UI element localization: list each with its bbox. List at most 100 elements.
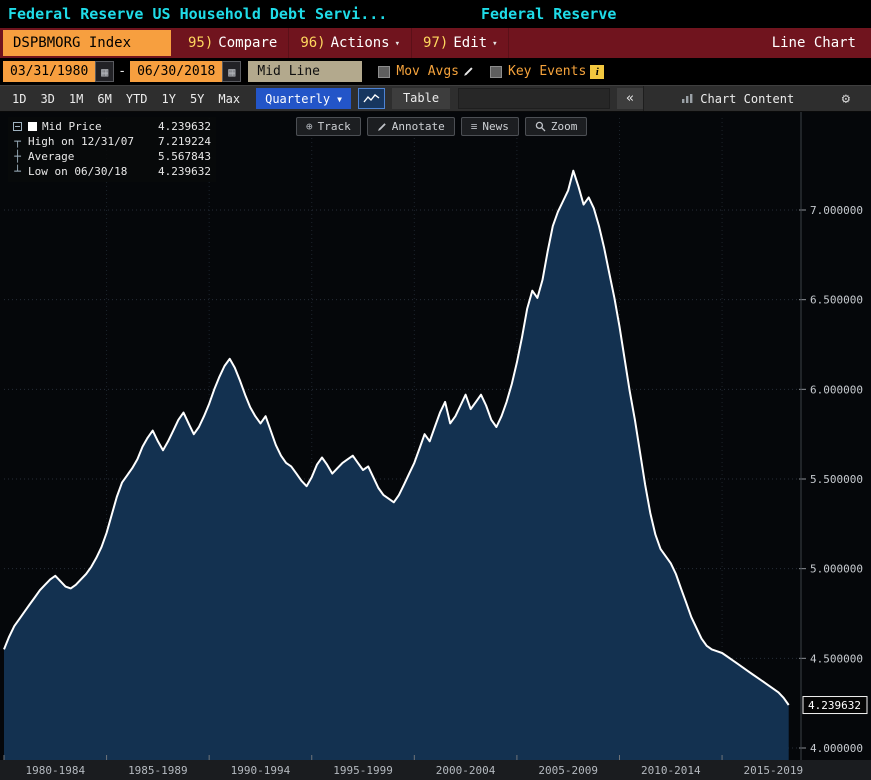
x-axis-label: 1985-1989 xyxy=(128,764,188,777)
legend-row-high[interactable]: ┬ High on 12/31/07 7.219224 xyxy=(12,134,211,149)
low-marker-icon: ┴ xyxy=(14,165,21,178)
menu-edit-label: Edit xyxy=(453,35,488,51)
legend-value: 4.239632 xyxy=(158,165,211,178)
legend-row-mid-price[interactable]: Mid Price 4.239632 xyxy=(12,119,211,134)
x-axis-label: 2000-2004 xyxy=(436,764,496,777)
high-marker-icon: ┬ xyxy=(14,135,21,148)
table-button[interactable]: Table xyxy=(391,88,451,109)
x-axis-label: 1990-1994 xyxy=(231,764,291,777)
security-ticker-field[interactable]: DSPBMORG Index xyxy=(3,30,171,56)
magnifier-icon xyxy=(535,121,546,132)
y-axis-label: 5.000000 xyxy=(810,563,863,576)
price-line xyxy=(3,169,790,706)
menu-actions-number: 96) xyxy=(300,35,326,51)
news-lines-icon: ≡ xyxy=(470,120,478,133)
menu-compare[interactable]: 95) Compare xyxy=(177,28,290,58)
news-label: News xyxy=(482,120,509,133)
date-from-field[interactable]: 03/31/1980 xyxy=(3,61,96,82)
line-chart-icon xyxy=(363,94,380,103)
titlebar: Federal Reserve US Household Debt Servi.… xyxy=(0,0,871,28)
chart-legend: Mid Price 4.239632 ┬ High on 12/31/07 7.… xyxy=(8,117,216,182)
zoom-button[interactable]: Zoom xyxy=(524,117,588,136)
last-value-label: 4.239632 xyxy=(808,699,861,712)
average-marker-icon: ┼ xyxy=(14,150,21,163)
x-axis-label: 1995-1999 xyxy=(333,764,393,777)
menu-compare-number: 95) xyxy=(188,35,214,51)
chevron-down-icon: ▾ xyxy=(492,38,498,49)
collapse-panel-button[interactable]: « xyxy=(617,88,643,109)
y-axis-label: 4.500000 xyxy=(810,652,863,665)
menu-edit-number: 97) xyxy=(423,35,449,51)
x-axis-label: 2005-2009 xyxy=(538,764,598,777)
menu-actions[interactable]: 96) Actions ▾ xyxy=(289,28,413,58)
calendar-icon[interactable]: ▦ xyxy=(222,61,242,82)
chart-content-label: Chart Content xyxy=(700,91,795,106)
x-axis-label: 2015-2019 xyxy=(744,764,804,777)
line-type-select[interactable]: Mid Line xyxy=(248,61,363,82)
headline-right: Federal Reserve xyxy=(481,5,617,23)
chart-content-button[interactable]: Chart Content xyxy=(642,86,832,111)
legend-collapse-icon[interactable] xyxy=(13,122,22,131)
period-3d[interactable]: 3D xyxy=(40,91,55,106)
legend-label: Mid Price xyxy=(42,120,102,133)
line-chart-type-button[interactable] xyxy=(357,88,385,109)
track-button[interactable]: ⊕ Track xyxy=(296,117,361,136)
y-axis-label: 4.000000 xyxy=(810,742,863,755)
settings-bar: 03/31/1980 ▦ - 06/30/2018 ▦ Mid Line Mov… xyxy=(0,58,871,85)
annotate-button[interactable]: Annotate xyxy=(366,117,455,136)
annotate-label: Annotate xyxy=(391,120,445,133)
chart-content-icon xyxy=(682,94,693,103)
zoom-label: Zoom xyxy=(550,120,578,133)
calendar-icon[interactable]: ▦ xyxy=(95,61,115,82)
period-6m[interactable]: 6M xyxy=(97,91,112,106)
period-1y[interactable]: 1Y xyxy=(161,91,176,106)
mov-avgs-checkbox[interactable] xyxy=(378,65,391,78)
mov-avgs-label: Mov Avgs xyxy=(396,64,460,79)
legend-value: 5.567843 xyxy=(158,150,211,163)
price-area xyxy=(4,170,789,760)
menu-edit[interactable]: 97) Edit ▾ xyxy=(412,28,510,58)
period-5y[interactable]: 5Y xyxy=(189,91,205,106)
menu-actions-label: Actions xyxy=(330,35,390,51)
legend-row-low[interactable]: ┴ Low on 06/30/18 4.239632 xyxy=(12,164,211,179)
chevron-down-icon: ▾ xyxy=(394,38,401,49)
toolbar-spacer-panel xyxy=(458,88,611,109)
frequency-label: Quarterly xyxy=(265,91,331,106)
key-events-checkbox[interactable] xyxy=(490,65,503,78)
key-events-label: Key Events xyxy=(508,64,587,79)
headline-left: Federal Reserve US Household Debt Servi.… xyxy=(8,5,388,23)
chart-toolbar: 1D 3D 1M 6M YTD 1Y 5Y Max Quarterly ▼ Ta… xyxy=(0,85,871,112)
chart-area: 4.000000 4.500000 5.000000 5.500000 6.000000… xyxy=(0,112,871,780)
frequency-dropdown[interactable]: Quarterly ▼ xyxy=(256,88,351,109)
menu-compare-label: Compare xyxy=(218,35,278,51)
period-1d[interactable]: 1D xyxy=(12,91,27,106)
x-axis-label: 2010-2014 xyxy=(641,764,701,777)
chevron-down-icon: ▼ xyxy=(337,94,342,104)
legend-row-average[interactable]: ┼ Average 5.567843 xyxy=(12,149,211,164)
date-separator: - xyxy=(118,64,127,79)
period-ytd[interactable]: YTD xyxy=(125,91,148,106)
track-crosshair-icon: ⊕ xyxy=(306,120,313,133)
y-axis-label: 6.000000 xyxy=(810,383,863,396)
menubar: DSPBMORG Index 95) Compare 96) Actions ▾… xyxy=(0,28,871,58)
x-axis-label: 1980-1984 xyxy=(25,764,85,777)
y-axis-label: 6.500000 xyxy=(810,294,863,307)
pencil-icon[interactable] xyxy=(463,66,474,77)
legend-label: Low on 06/30/18 xyxy=(28,165,128,178)
gear-icon[interactable]: ⚙ xyxy=(841,90,850,107)
news-button[interactable]: ≡ News xyxy=(460,117,519,136)
x-axis-band xyxy=(0,760,871,780)
chart-tools: ⊕ Track Annotate ≡ News Zoom xyxy=(296,117,588,136)
track-label: Track xyxy=(317,120,351,133)
pencil-icon xyxy=(377,122,387,132)
y-axis-label: 7.000000 xyxy=(810,204,863,217)
panel-title: Line Chart xyxy=(771,35,856,51)
period-1m[interactable]: 1M xyxy=(68,91,84,106)
period-max[interactable]: Max xyxy=(218,91,241,106)
legend-value: 4.239632 xyxy=(158,120,211,133)
legend-value: 7.219224 xyxy=(158,135,211,148)
date-to-field[interactable]: 06/30/2018 xyxy=(130,61,223,82)
chart-plot[interactable]: 4.000000 4.500000 5.000000 5.500000 6.000000… xyxy=(0,112,871,780)
info-icon[interactable]: i xyxy=(590,64,605,79)
